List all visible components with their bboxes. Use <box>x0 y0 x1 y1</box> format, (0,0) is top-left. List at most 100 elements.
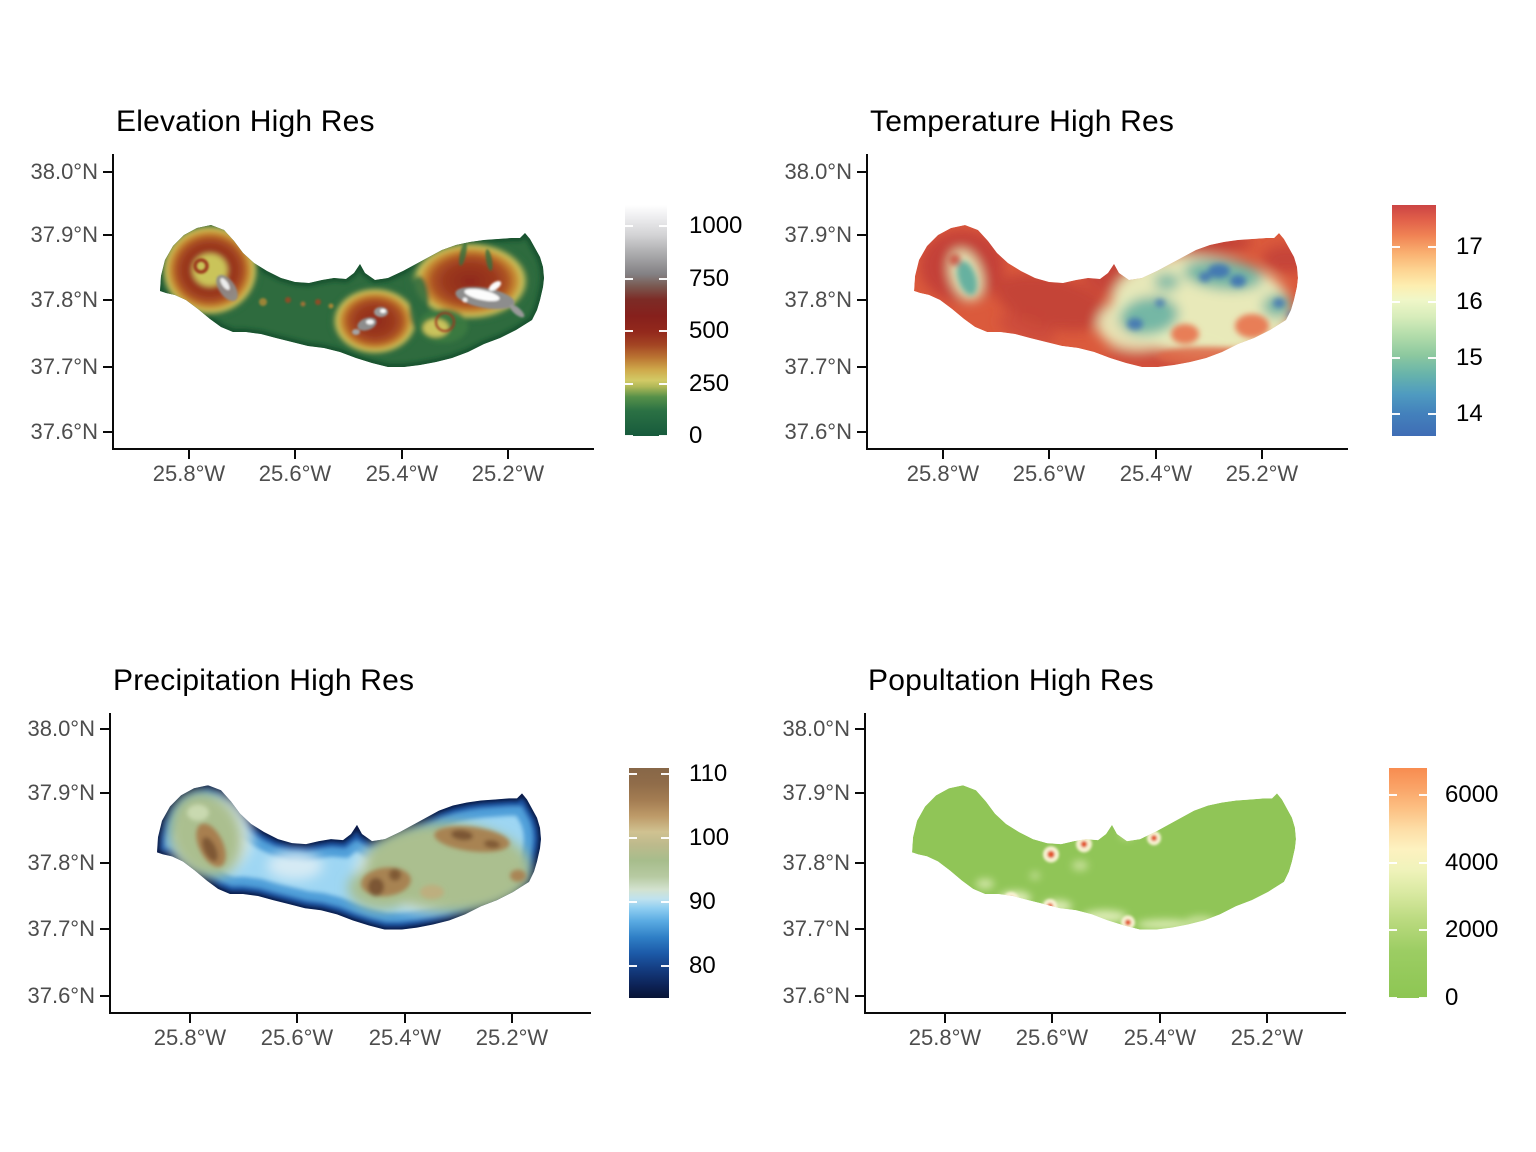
legend-label-elevation: 1000 <box>689 212 743 239</box>
x-tick-label-population: 25.4°W <box>1123 1025 1197 1050</box>
x-tick-label-elevation: 25.4°W <box>365 461 439 486</box>
legend-label-elevation: 500 <box>689 317 730 344</box>
legend-label-temperature: 14 <box>1456 399 1483 427</box>
legend-label-precipitation: 110 <box>689 760 728 788</box>
legend-bar-population <box>1389 768 1427 998</box>
panel-title-temperature: Temperature High Res <box>870 105 1175 138</box>
legend-tick-precipitation <box>661 901 669 904</box>
x-tick-label-population: 25.2°W <box>1230 1025 1304 1050</box>
x-tick-label-precipitation: 25.6°W <box>260 1025 334 1050</box>
y-tick-label-population: 37.6°N <box>782 983 850 1008</box>
legend-tick-temperature <box>1428 412 1436 415</box>
x-tick-label-temperature: 25.8°W <box>906 461 980 486</box>
legend-tick-population <box>1419 861 1427 864</box>
x-axis-line-precipitation <box>108 1011 592 1015</box>
legend-bar-precipitation <box>629 768 669 998</box>
legend-tick-elevation <box>625 225 633 227</box>
y-tick-precipitation <box>100 994 109 998</box>
y-tick-elevation <box>103 298 112 302</box>
legend-tick-elevation <box>625 435 633 437</box>
legend-tick-elevation <box>625 277 633 280</box>
y-tick-temperature <box>857 365 866 369</box>
y-tick-temperature <box>857 298 866 302</box>
legend-bar-elevation <box>625 205 667 436</box>
x-tick-temperature <box>1047 450 1051 459</box>
legend-label-precipitation: 90 <box>689 888 716 916</box>
y-tick-population <box>855 727 864 731</box>
legend-label-temperature: 15 <box>1456 344 1483 372</box>
legend-tick-population <box>1389 997 1397 999</box>
x-tick-label-precipitation: 25.8°W <box>153 1025 227 1050</box>
x-tick-precipitation <box>295 1014 299 1023</box>
y-axis-line-temperature <box>865 154 869 449</box>
x-axis-line-temperature <box>865 447 1349 451</box>
x-axis-line-population <box>863 1011 1347 1015</box>
x-tick-label-precipitation: 25.4°W <box>368 1025 442 1050</box>
y-tick-temperature <box>857 233 866 237</box>
legend-tick-temperature <box>1392 301 1400 304</box>
legend-tick-elevation <box>625 330 633 332</box>
x-tick-temperature <box>1260 450 1264 459</box>
legend-tick-precipitation <box>661 837 669 840</box>
y-tick-population <box>855 791 864 795</box>
legend-tick-population <box>1419 929 1427 932</box>
x-tick-population <box>1050 1014 1054 1023</box>
legend-tick-population <box>1389 794 1397 797</box>
y-tick-label-precipitation: 37.7°N <box>27 916 95 941</box>
x-tick-label-elevation: 25.6°W <box>258 461 332 486</box>
x-tick-population <box>943 1014 947 1023</box>
x-tick-precipitation <box>188 1014 192 1023</box>
legend-label-population: 2000 <box>1445 916 1499 944</box>
y-tick-label-temperature: 37.6°N <box>784 419 852 444</box>
legend-label-population: 4000 <box>1445 848 1499 876</box>
legend-tick-temperature <box>1428 357 1436 360</box>
y-tick-temperature <box>857 170 866 174</box>
legend-tick-precipitation <box>661 773 669 776</box>
panel-title-precipitation: Precipitation High Res <box>113 664 415 697</box>
legend-tick-precipitation <box>629 965 637 968</box>
legend-tick-temperature <box>1428 245 1436 248</box>
legend-tick-elevation <box>659 225 667 227</box>
y-tick-elevation <box>103 430 112 434</box>
legend-tick-precipitation <box>629 901 637 904</box>
y-tick-label-precipitation: 37.8°N <box>27 850 95 875</box>
y-tick-label-precipitation: 38.0°N <box>27 716 95 741</box>
map-precipitation <box>157 785 541 930</box>
legend-label-elevation: 0 <box>689 422 703 449</box>
legend-tick-elevation <box>659 435 667 437</box>
legend-label-elevation: 250 <box>689 369 730 397</box>
legend-tick-elevation <box>659 382 667 385</box>
y-tick-label-elevation: 37.8°N <box>30 287 98 312</box>
x-tick-label-precipitation: 25.2°W <box>475 1025 549 1050</box>
y-tick-precipitation <box>100 791 109 795</box>
legend-tick-temperature <box>1392 245 1400 248</box>
y-tick-population <box>855 927 864 931</box>
y-tick-label-population: 37.9°N <box>782 780 850 805</box>
x-tick-elevation <box>187 450 191 459</box>
y-tick-temperature <box>857 430 866 434</box>
legend-tick-population <box>1389 929 1397 932</box>
legend-tick-elevation <box>625 382 633 385</box>
y-axis-line-population <box>863 713 867 1013</box>
legend-label-temperature: 17 <box>1456 232 1483 260</box>
x-tick-population <box>1265 1014 1269 1023</box>
x-tick-label-temperature: 25.2°W <box>1225 461 1299 486</box>
x-tick-precipitation <box>510 1014 514 1023</box>
legend-tick-temperature <box>1392 412 1400 415</box>
y-tick-label-elevation: 37.6°N <box>30 419 98 444</box>
x-tick-label-temperature: 25.6°W <box>1012 461 1086 486</box>
x-tick-precipitation <box>403 1014 407 1023</box>
y-axis-line-elevation <box>111 154 115 449</box>
panel-title-population: Popultation High Res <box>868 664 1154 697</box>
map-temperature <box>914 225 1298 367</box>
y-tick-label-population: 38.0°N <box>782 716 850 741</box>
legend-label-precipitation: 100 <box>689 824 730 852</box>
x-tick-elevation <box>293 450 297 459</box>
y-tick-precipitation <box>100 727 109 731</box>
legend-bar-temperature <box>1392 205 1436 436</box>
panel-title-elevation: Elevation High Res <box>116 105 375 138</box>
legend-label-temperature: 16 <box>1456 288 1483 316</box>
y-tick-population <box>855 994 864 998</box>
legend-tick-precipitation <box>629 837 637 840</box>
